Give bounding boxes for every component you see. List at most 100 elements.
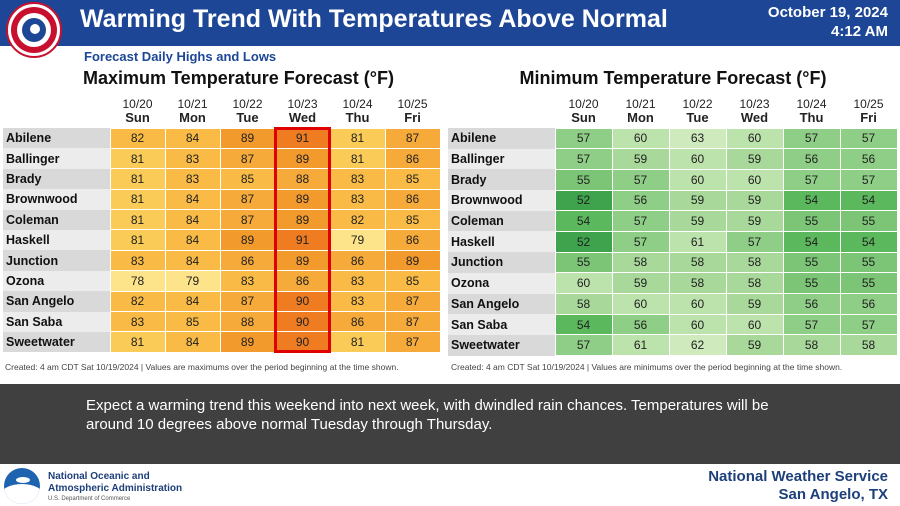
min-temp-table: 10/20 Sun 10/21 Mon 10/22 Tue 10/23 Wed 10/24 Thu… — [448, 92, 898, 357]
min-temp-cell: 56 — [839, 293, 898, 315]
column-day: Tue — [686, 109, 709, 125]
max-header-blank — [3, 92, 110, 128]
max-table-row: Abilene 82 84 89 91 81 87 — [3, 127, 441, 149]
city-name: Ozona — [3, 270, 110, 292]
min-temp-cell: 59 — [725, 148, 784, 170]
max-table-row: Haskell 81 84 89 91 79 86 — [3, 229, 441, 251]
column-date: 10/22 — [232, 96, 263, 111]
city-name: Brady — [3, 168, 110, 190]
min-temp-cell: 54 — [839, 230, 898, 253]
city-name: Ballinger — [3, 148, 110, 169]
min-temp-cell: 57 — [839, 127, 898, 150]
max-temp-cell: 90 — [274, 311, 331, 333]
min-temp-cell: 57 — [782, 168, 841, 191]
min-temp-cell: 59 — [725, 210, 784, 232]
min-temp-cell: 57 — [611, 210, 670, 232]
column-date: 10/23 — [287, 96, 318, 111]
column-day: Wed — [288, 109, 317, 125]
max-table-row: Coleman 81 84 87 89 82 85 — [3, 209, 441, 231]
city-name: Ballinger — [448, 148, 555, 170]
min-temp-cell: 60 — [554, 272, 613, 294]
max-temp-cell: 83 — [329, 270, 386, 292]
max-table-row: Sweetwater 81 84 89 90 81 87 — [3, 331, 441, 353]
min-temp-cell: 56 — [782, 293, 841, 315]
min-panel-title: Minimum Temperature Forecast (°F) — [519, 68, 827, 88]
min-temp-cell: 57 — [839, 168, 898, 191]
min-temp-cell: 58 — [725, 272, 784, 294]
min-header-blank — [448, 92, 555, 128]
min-temp-panel: Minimum Temperature Forecast (°F) 10/20 S… — [448, 66, 898, 380]
city-name: Junction — [3, 250, 110, 271]
city-name: Haskell — [3, 229, 110, 251]
column-date: 10/25 — [853, 96, 884, 111]
max-temp-cell: 81 — [109, 147, 166, 170]
max-temp-cell: 84 — [164, 249, 221, 272]
min-temp-cell: 62 — [668, 334, 727, 357]
min-column-header: 10/20 Sun — [555, 92, 612, 128]
max-temp-cell: 84 — [164, 209, 221, 231]
city-name: Abilene — [448, 128, 555, 149]
min-column-header: 10/21 Mon — [612, 92, 669, 128]
city-name: Haskell — [448, 231, 555, 253]
city-name: Coleman — [3, 209, 110, 230]
max-temp-cell: 85 — [164, 311, 221, 333]
min-temp-cell: 60 — [611, 293, 670, 315]
max-table-row: Ballinger 81 83 87 89 81 86 — [3, 147, 441, 170]
max-temp-cell: 86 — [384, 147, 441, 170]
max-temp-cell: 81 — [329, 331, 386, 353]
min-temp-cell: 60 — [725, 168, 784, 191]
max-temp-cell: 81 — [329, 127, 386, 149]
min-table-row: Brownwood 52 56 59 59 54 54 — [448, 189, 898, 212]
max-caption: Created: 4 am CDT Sat 10/19/2024 | Value… — [5, 362, 399, 372]
max-temp-cell: 89 — [274, 147, 331, 170]
min-table-row: Haskell 52 57 61 57 54 54 — [448, 230, 898, 253]
city-name: San Angelo — [448, 293, 555, 315]
max-temp-table: 10/20 Sun 10/21 Mon 10/22 Tue 10/23 Wed 10/24 Thu… — [3, 92, 441, 353]
max-temp-cell: 87 — [384, 311, 441, 333]
max-temp-cell: 81 — [109, 331, 166, 353]
max-temp-cell: 90 — [274, 290, 331, 313]
max-column-header: 10/23 Wed — [275, 92, 330, 128]
max-temp-cell: 85 — [384, 209, 441, 231]
max-temp-cell: 91 — [274, 229, 331, 251]
noaa-logo-icon — [4, 468, 40, 504]
noaa-dept: U.S. Department of Commerce — [48, 496, 131, 502]
min-table-row: Ballinger 57 59 60 59 56 56 — [448, 148, 898, 170]
min-temp-cell: 63 — [668, 127, 727, 150]
max-table-row: San Saba 83 85 88 90 86 87 — [3, 311, 441, 333]
max-column-header: 10/22 Tue — [220, 92, 275, 128]
min-column-header: 10/22 Tue — [669, 92, 726, 128]
min-temp-cell: 60 — [668, 168, 727, 191]
max-temp-cell: 89 — [219, 229, 276, 251]
min-temp-cell: 58 — [839, 334, 898, 357]
max-temp-cell: 91 — [274, 127, 331, 149]
min-temp-cell: 58 — [725, 251, 784, 274]
max-temp-cell: 83 — [164, 147, 221, 170]
max-temp-cell: 83 — [329, 188, 386, 211]
max-temp-cell: 87 — [219, 147, 276, 170]
summary-text: Expect a warming trend this weekend into… — [86, 397, 769, 433]
max-temp-cell: 89 — [274, 209, 331, 231]
min-temp-cell: 54 — [839, 189, 898, 212]
column-date: 10/22 — [682, 96, 713, 111]
min-temp-cell: 55 — [782, 210, 841, 232]
column-day: Sun — [125, 109, 150, 125]
min-temp-cell: 55 — [839, 210, 898, 232]
column-date: 10/24 — [796, 96, 827, 111]
max-temp-cell: 87 — [384, 331, 441, 353]
min-temp-cell: 54 — [554, 313, 613, 336]
column-date: 10/21 — [177, 96, 208, 111]
min-column-header: 10/25 Fri — [840, 92, 897, 128]
max-temp-cell: 84 — [164, 290, 221, 313]
min-temp-cell: 56 — [839, 148, 898, 170]
city-name: Brownwood — [3, 189, 110, 210]
max-temp-cell: 90 — [274, 331, 331, 353]
city-name: San Saba — [3, 311, 110, 332]
issue-datetime: October 19, 2024 4:12 AM — [768, 3, 888, 41]
column-day: Mon — [627, 109, 654, 125]
max-column-header: 10/21 Mon — [165, 92, 220, 128]
min-temp-cell: 60 — [668, 313, 727, 336]
min-temp-cell: 55 — [554, 168, 613, 191]
column-date: 10/24 — [342, 96, 373, 111]
max-temp-cell: 86 — [274, 270, 331, 292]
